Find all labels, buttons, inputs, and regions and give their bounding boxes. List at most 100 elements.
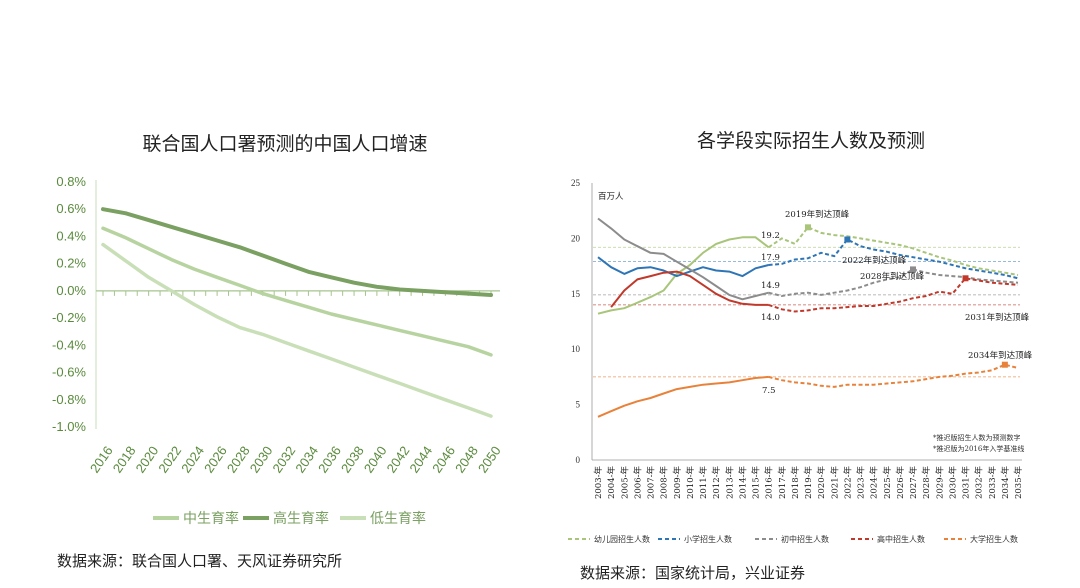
right-unit-label: 百万人: [598, 192, 624, 202]
right-series-actual-line: [597, 375, 769, 418]
right-peak-marker: [1001, 361, 1008, 368]
right-source-note: 数据来源：国家统计局，兴业证券: [580, 564, 806, 582]
right-x-tick-label: 2010-年: [685, 466, 696, 500]
left-y-tick-label: -0.2%: [52, 310, 86, 325]
right-x-tick-label: 2014-年: [737, 466, 748, 500]
right-y-tick-label: 10: [571, 344, 581, 354]
left-y-tick-label: 0.6%: [56, 201, 86, 216]
right-note-1: *推迟版招生人数为预测数字: [933, 433, 1021, 442]
left-x-tick-label: 2046: [429, 443, 458, 475]
annotation-peak-2019: 2019年到达顶峰: [785, 209, 850, 220]
right-series-actual-line: [610, 270, 769, 308]
left-series-line-18-低生育率: [101, 242, 493, 418]
right-y-tick-label: 20: [571, 233, 581, 243]
right-x-tick-label: 2016-年: [764, 466, 775, 500]
right-x-tick-label: 2024-年: [869, 466, 880, 500]
left-x-tick-label: 2034: [292, 443, 321, 475]
annotation-peak-2022: 2022年到达顶峰: [842, 255, 907, 266]
left-y-tick-label: 0.4%: [56, 228, 86, 243]
left-y-tick-label: -0.8%: [52, 392, 86, 407]
left-x-tick-label: 2042: [384, 443, 413, 475]
right-peak-marker: [844, 236, 851, 243]
right-x-tick-label: 2019-年: [803, 466, 814, 500]
annotation-value-14-9: 14.9: [761, 281, 780, 291]
right-series-forecast-line: [768, 363, 1019, 388]
left-y-tick-label: -0.6%: [52, 365, 86, 380]
right-x-tick-label: 2003-年: [593, 466, 604, 500]
right-x-tick-label: 2025-年: [882, 466, 893, 500]
right-x-tick-label: 2018-年: [790, 466, 801, 500]
right-series-forecast-line: [768, 268, 1019, 298]
left-legend-label: 低生育率: [370, 510, 426, 527]
right-x-tick-label: 2020-年: [816, 466, 827, 500]
right-x-tick-label: 2032-年: [974, 466, 985, 500]
right-x-tick-label: 2004-年: [606, 466, 617, 500]
right-x-tick-label: 2029-年: [934, 466, 945, 500]
right-x-tick-label: 2035-年: [1013, 466, 1024, 500]
annotation-value-14-0: 14.0: [761, 313, 780, 323]
left-x-tick-label: 2050: [475, 443, 504, 475]
left-y-tick-label: -1.0%: [52, 419, 86, 434]
left-y-tick-label: 0.0%: [56, 283, 86, 298]
right-series-forecast-line: [768, 277, 1019, 313]
right-legend-label: 高中招生人数: [877, 534, 925, 544]
annotation-value-7-5: 7.5: [762, 386, 776, 396]
right-x-tick-label: 2012-年: [711, 466, 722, 500]
right-peak-marker: [962, 275, 969, 282]
left-source-note: 数据来源：联合国人口署、天风证券研究所: [57, 552, 343, 570]
right-x-tick-label: 2026-年: [895, 466, 906, 500]
left-legend-label: 高生育率: [273, 510, 329, 527]
right-note-2: *推迟版为2016年入学基准线: [933, 444, 1024, 453]
right-legend-label: 小学招生人数: [684, 534, 732, 544]
left-y-tick-label: -0.4%: [52, 337, 86, 352]
right-x-tick-label: 2007-年: [646, 466, 657, 500]
right-series-forecast-line: [768, 238, 1019, 280]
right-y-tick-label: 5: [576, 400, 581, 410]
right-x-tick-label: 2030-年: [947, 466, 958, 500]
right-series-actual-line: [597, 236, 770, 315]
right-peak-marker: [910, 266, 916, 273]
left-x-tick-label: 2026: [201, 443, 230, 475]
right-x-tick-label: 2023-年: [856, 466, 867, 500]
left-y-tick-label: 0.2%: [56, 256, 86, 271]
left-x-tick-label: 2024: [178, 443, 207, 475]
right-legend-label: 大学招生人数: [970, 534, 1018, 544]
right-x-tick-label: 2033-年: [987, 466, 998, 500]
right-x-tick-label: 2028-年: [921, 466, 932, 500]
right-y-tick-label: 25: [571, 178, 581, 188]
annotation-value-19-2: 19.2: [761, 231, 780, 241]
right-x-tick-label: 2034-年: [1000, 466, 1011, 500]
annotation-peak-2028: 2028年到达顶峰: [860, 271, 925, 282]
right-x-tick-label: 2005-年: [619, 466, 630, 500]
right-x-tick-label: 2015-年: [751, 466, 762, 500]
left-series-line-18-中生育率: [101, 226, 493, 357]
right-x-tick-label: 2006-年: [632, 466, 643, 500]
left-x-tick-label: 2020: [133, 443, 162, 475]
right-series-actual-line: [597, 217, 769, 301]
right-x-tick-label: 2013-年: [724, 466, 735, 500]
left-legend-label: 中生育率: [183, 510, 239, 527]
left-x-tick-label: 2030: [247, 443, 276, 475]
right-x-tick-label: 2031-年: [961, 466, 972, 500]
annotation-peak-2031: 2031年到达顶峰: [965, 312, 1030, 323]
right-y-tick-label: 0: [576, 455, 581, 465]
right-x-tick-label: 2011-年: [698, 466, 709, 500]
right-x-tick-label: 2008-年: [659, 466, 670, 500]
right-legend-label: 初中招生人数: [781, 534, 829, 544]
right-x-tick-label: 2027-年: [908, 466, 919, 500]
left-x-tick-label: 2016: [87, 443, 116, 475]
left-x-tick-label: 2032: [269, 443, 298, 475]
right-x-tick-label: 2017-年: [777, 466, 788, 500]
left-x-tick-label: 2036: [315, 443, 344, 475]
right-chart-title: 各学段实际招生人数及预测: [697, 130, 925, 152]
right-series-forecast-line: [768, 226, 1019, 276]
right-x-tick-label: 2022-年: [842, 466, 853, 500]
left-series-line-18-高生育率: [101, 207, 493, 297]
left-x-tick-label: 2044: [406, 443, 435, 475]
left-x-tick-label: 2048: [452, 443, 481, 475]
left-x-tick-label: 2028: [224, 443, 253, 475]
left-x-tick-label: 2018: [110, 443, 139, 475]
left-x-tick-label: 2040: [361, 443, 390, 475]
right-y-tick-label: 15: [571, 289, 581, 299]
annotation-peak-2034: 2034年到达顶峰: [968, 350, 1033, 361]
